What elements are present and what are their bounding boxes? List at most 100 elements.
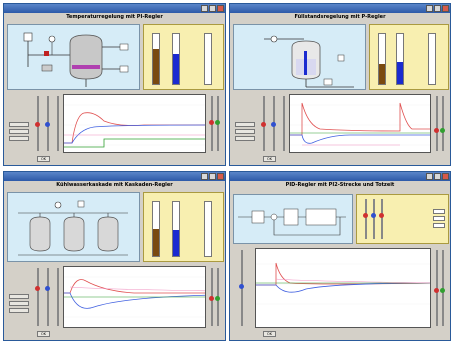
gauge-panel <box>356 194 449 244</box>
response-plot <box>64 104 205 148</box>
window-titlebar[interactable] <box>230 172 450 181</box>
gauge-slider-2[interactable] <box>373 199 375 239</box>
slider-knob-blue[interactable] <box>45 122 50 127</box>
level-bar-brown <box>152 201 160 257</box>
minimize-icon[interactable] <box>201 173 208 180</box>
right-sliders <box>432 248 447 328</box>
ok-button[interactable]: OK <box>263 331 276 337</box>
process-diagram <box>7 24 140 90</box>
slider-knob-red[interactable] <box>35 122 40 127</box>
slider-track-r1[interactable] <box>436 96 438 151</box>
param-field-3[interactable] <box>433 223 445 228</box>
panel-button-1[interactable] <box>235 122 255 127</box>
slider-knob-red[interactable] <box>35 286 40 291</box>
block-schematic <box>238 208 346 236</box>
level-bar-blue <box>396 33 404 85</box>
slider-knob-red[interactable] <box>261 122 266 127</box>
window-controls[interactable] <box>201 173 224 180</box>
panel-button-2[interactable] <box>9 129 29 134</box>
gauge-slider-3[interactable] <box>381 199 383 239</box>
bottom-area: OK <box>7 94 222 162</box>
param-field-1[interactable] <box>433 209 445 214</box>
panel-button-3[interactable] <box>9 136 29 141</box>
process-schematic <box>23 32 129 87</box>
panel-button-1[interactable] <box>9 294 29 299</box>
controller-panel <box>233 248 253 328</box>
slider-knob-r-green[interactable] <box>440 128 445 133</box>
slider-knob-r-red[interactable] <box>434 128 439 133</box>
minimize-icon[interactable] <box>426 5 433 12</box>
maximize-icon[interactable] <box>209 173 216 180</box>
level-bar-brown <box>378 33 386 85</box>
minimize-icon[interactable] <box>426 173 433 180</box>
close-icon[interactable] <box>442 173 449 180</box>
panel-button-1[interactable] <box>9 122 29 127</box>
maximize-icon[interactable] <box>434 173 441 180</box>
panel-button-3[interactable] <box>235 136 255 141</box>
ok-button[interactable]: OK <box>37 156 50 162</box>
level-bar-empty <box>204 201 212 257</box>
level-bar-brown <box>152 33 160 85</box>
close-icon[interactable] <box>217 5 224 12</box>
response-chart <box>255 248 431 328</box>
panel-button-2[interactable] <box>235 129 255 134</box>
gauge-panel <box>143 24 224 90</box>
maximize-icon[interactable] <box>209 5 216 12</box>
window-controls[interactable] <box>426 173 449 180</box>
response-chart <box>63 94 206 153</box>
slider-knob-r-red[interactable] <box>209 296 214 301</box>
maximize-icon[interactable] <box>434 5 441 12</box>
panel-button-3[interactable] <box>9 308 29 313</box>
window-controls[interactable] <box>426 5 449 12</box>
response-plot <box>64 276 205 318</box>
slider-knob-r-red[interactable] <box>209 120 214 125</box>
level-bar-empty <box>428 33 436 85</box>
close-icon[interactable] <box>442 5 449 12</box>
slider-knob-blue[interactable] <box>271 122 276 127</box>
controller-panel <box>7 266 61 328</box>
ok-button[interactable]: OK <box>263 156 276 162</box>
gauge-knob-red-2[interactable] <box>379 213 384 218</box>
minimize-icon[interactable] <box>201 5 208 12</box>
slider-track-3[interactable] <box>57 96 59 151</box>
right-sliders <box>207 266 222 328</box>
window-titlebar[interactable] <box>4 172 225 181</box>
response-plot <box>290 102 430 146</box>
slider-knob-blue[interactable] <box>239 284 244 289</box>
process-schematic <box>18 200 128 256</box>
window-titlebar[interactable] <box>4 4 225 13</box>
slider-track-r2[interactable] <box>442 96 444 151</box>
controller-panel <box>7 94 61 153</box>
process-diagram <box>7 192 140 262</box>
window-titlebar[interactable] <box>230 4 450 13</box>
slider-track-2[interactable] <box>47 268 49 326</box>
level-bar-blue <box>172 201 180 257</box>
param-field-2[interactable] <box>433 216 445 221</box>
window-title: PID-Regler mit PI2-Strecke und Totzeit <box>285 182 395 188</box>
bottom-area: OK <box>233 248 447 337</box>
slider-track-1[interactable] <box>37 268 39 326</box>
window-level-control: Füllstandsregelung mit P-Regler <box>229 3 451 166</box>
level-bar-blue <box>172 33 180 85</box>
gauge-slider-1[interactable] <box>365 199 367 239</box>
slider-track-3[interactable] <box>57 268 59 326</box>
window-title: Kühlwasserkaskade mit Kaskaden-Regler <box>56 182 173 188</box>
gauge-panel <box>369 24 449 90</box>
panel-button-2[interactable] <box>9 301 29 306</box>
bottom-area: OK <box>233 94 447 162</box>
slider-knob-r-red[interactable] <box>434 288 439 293</box>
window-temperature-control: Temperaturregelung mit PI-Regler <box>3 3 226 166</box>
slider-knob-r-green[interactable] <box>215 120 220 125</box>
right-sliders <box>207 94 222 153</box>
slider-knob-r-green[interactable] <box>440 288 445 293</box>
right-sliders <box>432 94 447 153</box>
window-title: Temperaturregelung mit PI-Regler <box>66 14 163 20</box>
slider-knob-blue[interactable] <box>45 286 50 291</box>
slider-knob-r-green[interactable] <box>215 296 220 301</box>
slider-track-3[interactable] <box>283 96 285 151</box>
ok-button[interactable]: OK <box>37 331 50 337</box>
gauge-knob-red[interactable] <box>363 213 368 218</box>
close-icon[interactable] <box>217 173 224 180</box>
window-controls[interactable] <box>201 5 224 12</box>
gauge-knob-blue[interactable] <box>371 213 376 218</box>
